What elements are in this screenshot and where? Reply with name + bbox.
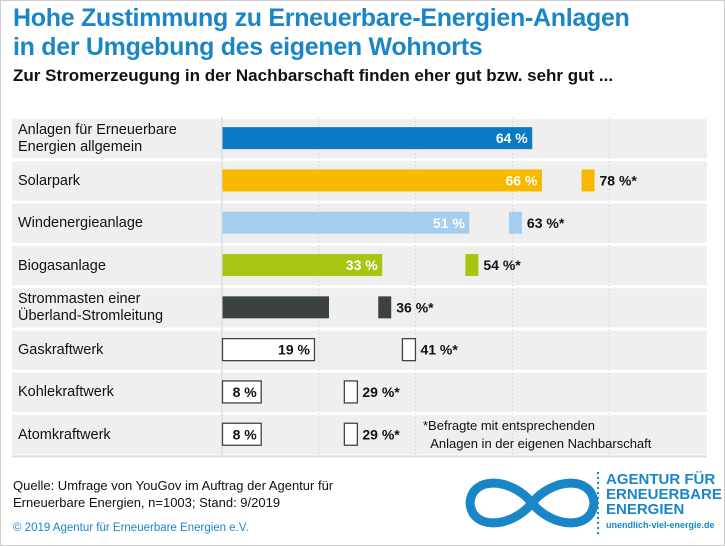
category-label-line: Gaskraftwerk xyxy=(18,342,104,359)
chart-subtitle: Zur Stromerzeugung in der Nachbarschaft … xyxy=(13,66,614,85)
bar-value-label: 19 % xyxy=(278,342,310,358)
neighbourhood-value-label: 29 %* xyxy=(362,426,400,442)
row-background xyxy=(12,330,707,370)
bar xyxy=(222,296,329,319)
footnote: *Befragte mit entsprechenden Anlagen in … xyxy=(423,417,651,453)
bar xyxy=(221,422,262,446)
bar xyxy=(222,211,470,234)
bar-value-label: 64 % xyxy=(496,130,528,146)
category-label: Solarpark xyxy=(18,173,218,190)
category-label-line: Atomkraftwerk xyxy=(18,426,111,443)
logo-url: unendlich-viel-energie.de xyxy=(606,520,715,530)
category-label-line: Biogasanlage xyxy=(18,257,106,274)
bar-value-label: 8 % xyxy=(233,426,258,442)
category-label: Gaskraftwerk xyxy=(18,342,218,359)
bar xyxy=(221,380,262,404)
bar xyxy=(222,169,542,192)
neighbourhood-marker xyxy=(465,254,479,277)
bar-value-label: 33 % xyxy=(346,257,378,273)
title-line-2: in der Umgebung des eigenen Wohnorts xyxy=(13,33,483,61)
logo-text: AGENTUR FÜR ERNEUERBARE ENERGIEN xyxy=(606,472,722,517)
infinity-logo-icon xyxy=(465,472,599,534)
source-line-2: Erneuerbare Energien, n=1003; Stand: 9/2… xyxy=(13,495,281,510)
category-label: Anlagen für Erneuerbare Energien allgemei… xyxy=(18,122,218,156)
neighbourhood-value-label: 63 %* xyxy=(527,215,565,231)
bar-value-label: 8 % xyxy=(233,384,258,400)
row-background xyxy=(12,415,707,455)
neighbourhood-marker xyxy=(581,169,595,192)
category-label-line: Kohlekraftwerk xyxy=(18,384,114,401)
neighbourhood-marker xyxy=(508,211,522,234)
logo-line-3: ENERGIEN xyxy=(606,501,685,518)
row-background xyxy=(12,288,707,328)
neighbourhood-value-label: 78 %* xyxy=(600,172,638,188)
source-line-1: Quelle: Umfrage von YouGov im Auftrag de… xyxy=(13,478,334,493)
category-label-line: Windenergieanlage xyxy=(18,215,143,232)
category-label: Kohlekraftwerk xyxy=(18,384,218,401)
logo-line-1: AGENTUR FÜR xyxy=(606,471,716,488)
category-label-line: Überland-Stromleitung xyxy=(18,308,164,325)
neighbourhood-marker xyxy=(343,422,359,446)
title-line-1: Hohe Zustimmung zu Erneuerbare-Energien-… xyxy=(13,4,630,32)
neighbourhood-value-label: 36 %* xyxy=(396,299,434,315)
logo-line-2: ERNEUERBARE xyxy=(606,486,722,503)
neighbourhood-value-label: 41 %* xyxy=(420,342,458,358)
bar xyxy=(221,337,316,362)
footnote-line-1: *Befragte mit entsprechenden xyxy=(423,418,595,433)
row-background xyxy=(12,372,707,413)
category-label-line: Solarpark xyxy=(18,172,81,189)
neighbourhood-value-label: 29 %* xyxy=(362,384,400,400)
footnote-line-2: Anlagen in der eigenen Nachbarschaft xyxy=(430,436,652,451)
bar xyxy=(222,127,533,150)
bar-value-label: 51 % xyxy=(433,215,465,231)
neighbourhood-marker xyxy=(401,337,417,362)
category-label-line: Strommasten einer xyxy=(18,291,141,308)
category-label: Windenergieanlage xyxy=(18,215,218,232)
neighbourhood-marker xyxy=(378,296,392,319)
category-label: Atomkraftwerk xyxy=(18,427,218,444)
category-label-line: Anlagen für Erneuerbare xyxy=(18,122,177,139)
neighbourhood-value-label: 54 %* xyxy=(483,257,521,273)
copyright: © 2019 Agentur für Erneuerbare Energien … xyxy=(13,522,249,534)
bar-value-label: 66 % xyxy=(506,172,538,188)
chart-title: Hohe Zustimmung zu Erneuerbare-Energien-… xyxy=(13,4,630,62)
category-label: Biogasanlage xyxy=(18,258,218,275)
category-label-line: Energien allgemein xyxy=(18,139,143,156)
category-label: Strommasten einer Überland-Stromleitung xyxy=(18,291,218,325)
bar xyxy=(222,254,383,277)
neighbourhood-marker xyxy=(343,380,359,404)
